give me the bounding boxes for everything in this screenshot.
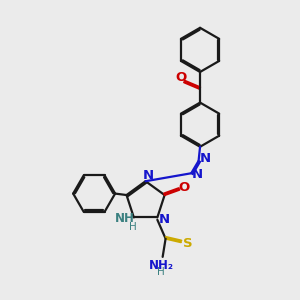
Text: O: O	[178, 181, 189, 194]
Text: N: N	[158, 213, 169, 226]
Text: NH₂: NH₂	[149, 259, 174, 272]
Text: O: O	[176, 71, 187, 84]
Text: N: N	[192, 168, 203, 181]
Text: H: H	[129, 222, 137, 232]
Text: S: S	[183, 237, 192, 250]
Text: N: N	[200, 152, 211, 165]
Text: H: H	[157, 267, 165, 277]
Text: NH: NH	[115, 212, 134, 225]
Text: N: N	[142, 169, 154, 182]
